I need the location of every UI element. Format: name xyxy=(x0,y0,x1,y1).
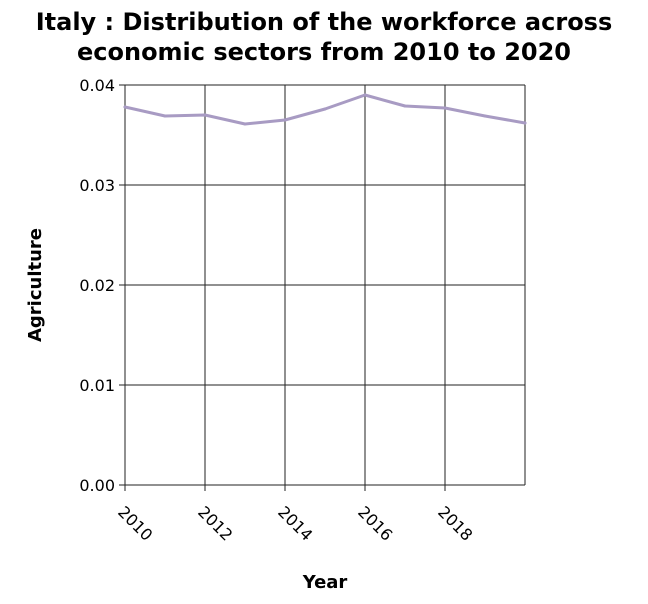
chart-title-line-2: economic sectors from 2010 to 2020 xyxy=(77,38,571,66)
data-point xyxy=(123,105,127,109)
data-point xyxy=(363,93,367,97)
data-point xyxy=(483,114,487,118)
chart-title-line-1: Italy : Distribution of the workforce ac… xyxy=(36,8,613,36)
data-point xyxy=(203,113,207,117)
series xyxy=(123,93,527,126)
tick-labels: 0.00 0.01 0.02 0.03 0.04 2010 2012 2014 2016 2018 xyxy=(79,76,476,545)
y-tick-label: 0.00 xyxy=(79,476,115,495)
y-tick-label: 0.01 xyxy=(79,376,115,395)
x-tick-label: 2010 xyxy=(114,502,156,544)
x-tick-label: 2014 xyxy=(274,502,316,544)
grid xyxy=(119,84,526,491)
data-point xyxy=(283,118,287,122)
data-point xyxy=(243,122,247,126)
data-point xyxy=(523,121,527,125)
data-point xyxy=(443,106,447,110)
data-point xyxy=(163,114,167,118)
data-point xyxy=(323,107,327,111)
y-tick-label: 0.02 xyxy=(79,276,115,295)
x-tick-label: 2018 xyxy=(434,502,476,544)
x-axis-label: Year xyxy=(302,572,348,593)
data-point xyxy=(403,104,407,108)
x-tick-label: 2016 xyxy=(354,502,396,544)
y-axis-label: Agriculture xyxy=(25,228,46,342)
x-tick-label: 2012 xyxy=(194,502,236,544)
y-tick-label: 0.04 xyxy=(79,76,115,95)
y-tick-label: 0.03 xyxy=(79,176,115,195)
